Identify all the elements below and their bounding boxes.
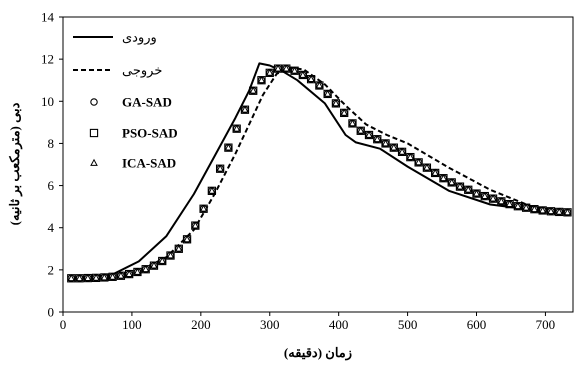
- legend-swatch: [90, 158, 98, 166]
- x-tick-label: 600: [467, 317, 487, 332]
- data-point: [323, 89, 332, 97]
- data-point: [274, 64, 282, 72]
- data-point: [199, 204, 208, 212]
- data-point: [381, 139, 390, 147]
- data-point: [398, 147, 406, 155]
- data-point: [439, 173, 448, 182]
- legend-label: GA-SAD: [122, 95, 172, 110]
- data-point: [150, 261, 158, 269]
- data-point: [290, 66, 299, 74]
- data-point: [257, 75, 266, 84]
- data-point: [183, 235, 191, 243]
- data-point: [365, 130, 373, 138]
- x-tick-label: 100: [122, 317, 142, 332]
- data-point: [282, 64, 291, 72]
- data-point: [241, 105, 249, 113]
- data-point: [348, 119, 357, 127]
- data-point: [158, 256, 167, 264]
- data-point: [100, 273, 109, 281]
- data-point: [332, 99, 340, 107]
- data-point: [522, 203, 530, 211]
- data-point: [191, 221, 200, 229]
- legend-label: ICA-SAD: [122, 156, 176, 171]
- legend-label: PSO-SAD: [122, 126, 178, 141]
- data-point: [307, 74, 315, 83]
- data-point: [514, 201, 522, 210]
- x-tick-label: 500: [398, 317, 418, 332]
- y-tick-label: 6: [48, 178, 55, 193]
- legend-label: ورودی: [122, 30, 157, 46]
- y-tick-label: 14: [41, 10, 55, 25]
- data-point: [472, 189, 481, 197]
- data-point: [555, 207, 564, 215]
- data-point: [117, 271, 125, 279]
- data-point: [174, 244, 183, 252]
- x-tick-label: 200: [191, 317, 211, 332]
- data-point: [299, 70, 307, 78]
- data-point: [489, 194, 497, 202]
- x-tick-label: 700: [536, 317, 556, 332]
- legend-entry-1: خروجی: [73, 63, 162, 79]
- legend-entry-2: GA-SAD: [90, 95, 172, 110]
- y-tick-label: 8: [48, 136, 55, 151]
- data-point: [265, 68, 274, 76]
- data-point: [249, 86, 258, 94]
- y-tick-label: 10: [41, 94, 54, 109]
- data-point: [406, 152, 415, 161]
- data-point: [447, 178, 456, 186]
- data-point: [480, 191, 489, 200]
- data-point: [340, 108, 349, 116]
- data-point: [232, 124, 241, 132]
- legend-entry-4: ICA-SAD: [90, 156, 176, 171]
- legend-label: خروجی: [122, 63, 162, 79]
- data-point: [92, 273, 100, 281]
- data-point: [315, 81, 324, 89]
- data-point: [75, 274, 84, 282]
- legend-entry-0: ورودی: [73, 30, 157, 46]
- chart-marks: [67, 62, 572, 283]
- data-point: [464, 185, 473, 193]
- legend-entry-3: PSO-SAD: [89, 126, 178, 141]
- y-tick-label: 4: [48, 220, 55, 235]
- data-point: [356, 126, 365, 134]
- data-point: [431, 168, 439, 176]
- data-point: [389, 143, 398, 151]
- y-axis-title: دبی (مترمکعب بر ثانیه): [7, 102, 23, 225]
- data-point: [547, 207, 555, 215]
- data-point: [224, 143, 233, 151]
- data-point: [108, 272, 117, 280]
- legend-swatch: [89, 128, 99, 138]
- series-4: [67, 64, 572, 282]
- data-point: [208, 186, 216, 194]
- data-point: [423, 163, 431, 171]
- data-point: [497, 197, 506, 205]
- data-point: [414, 158, 423, 166]
- data-point: [83, 273, 92, 281]
- data-point: [456, 182, 464, 190]
- x-tick-label: 300: [260, 317, 280, 332]
- y-tick-label: 12: [41, 52, 54, 67]
- y-tick-label: 0: [48, 305, 55, 320]
- data-point: [166, 251, 175, 259]
- legend-swatch: [90, 98, 98, 106]
- plot-frame: [62, 16, 574, 313]
- data-point: [373, 134, 382, 143]
- data-point: [530, 204, 539, 213]
- legend: ورودی خروجی GA-SAD PSO-SAD ICA-SAD: [73, 30, 178, 171]
- plot-area: [62, 16, 574, 313]
- data-point: [125, 269, 133, 277]
- data-point: [505, 199, 514, 208]
- data-point: [216, 164, 224, 172]
- data-point: [67, 274, 76, 282]
- y-tick-label: 2: [48, 262, 55, 277]
- x-tick-label: 400: [329, 317, 349, 332]
- data-point: [538, 206, 547, 214]
- axes: 0 100 200 300 400 500 600 700 0 2 4 6 8 10 12 14: [41, 10, 555, 333]
- data-point: [141, 264, 150, 273]
- data-point: [133, 267, 142, 275]
- data-point: [563, 208, 572, 216]
- x-tick-label: 0: [60, 317, 67, 332]
- x-axis-title: زمان (دقیقه): [284, 345, 352, 361]
